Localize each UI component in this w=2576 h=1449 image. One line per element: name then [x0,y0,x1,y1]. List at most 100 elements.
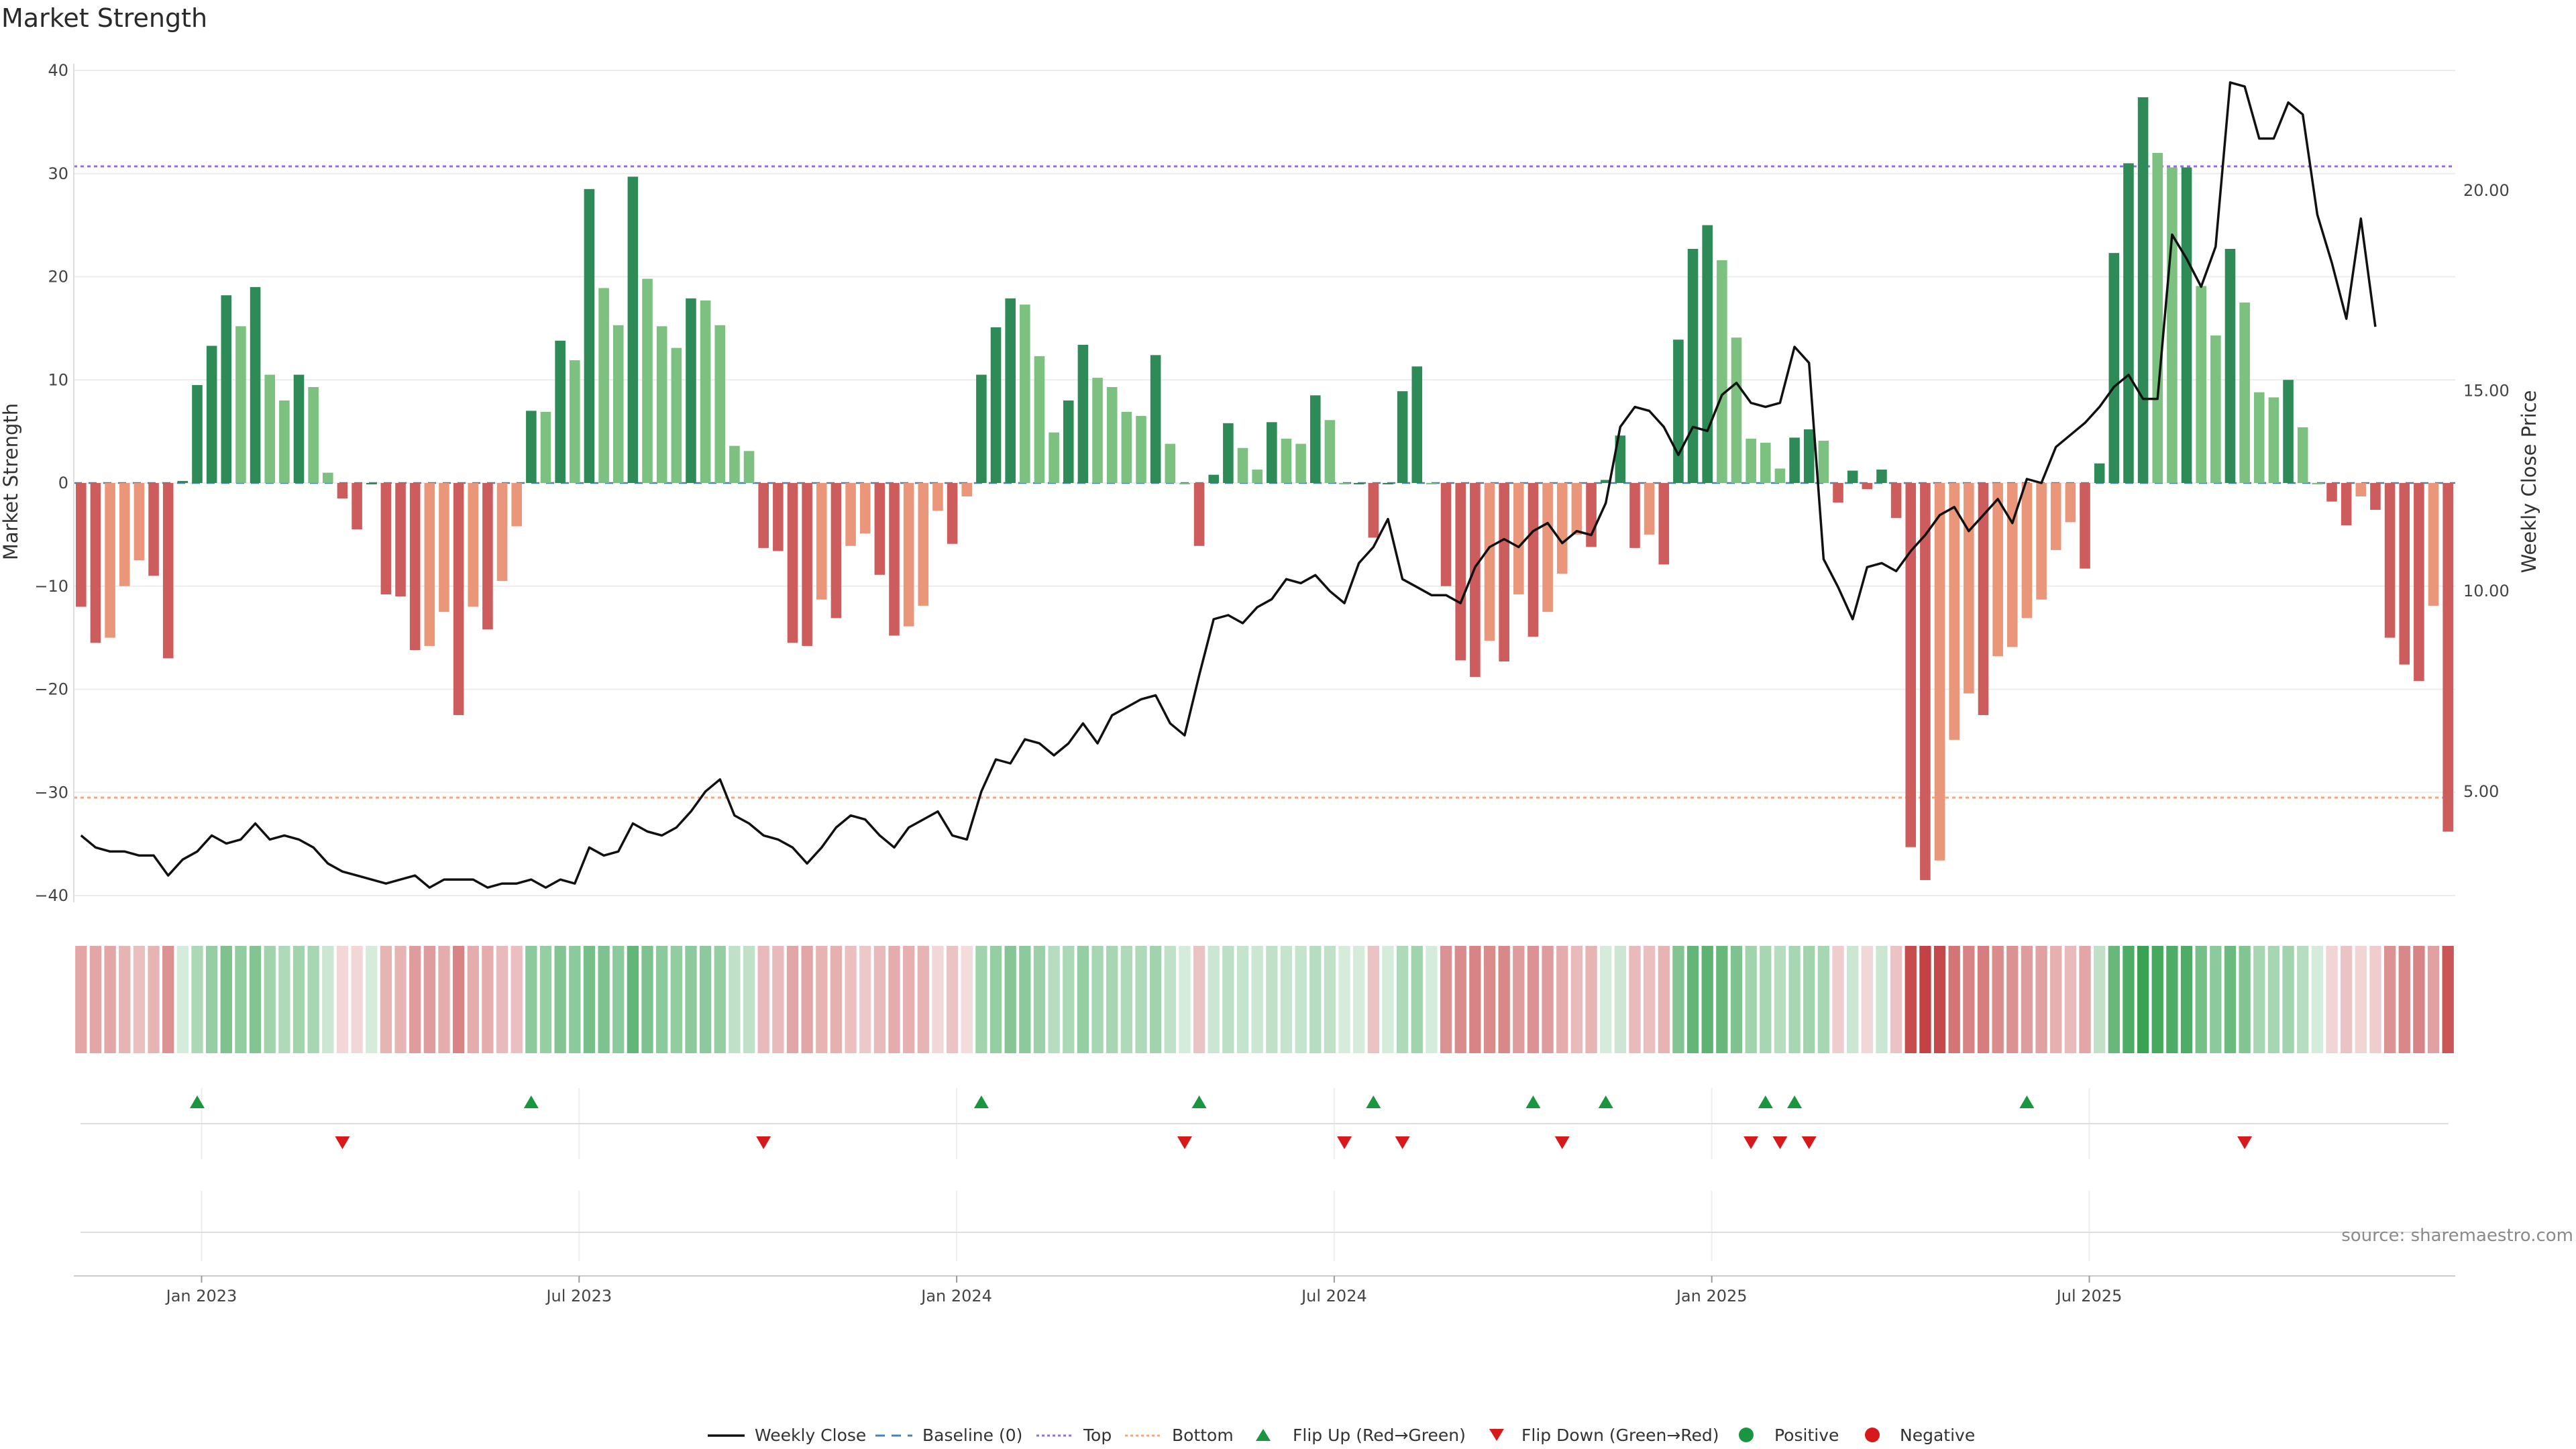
strength-bar [1005,298,1016,483]
y2-tick-label: 20.00 [2463,181,2510,200]
y2-tick-label: 15.00 [2463,382,2510,400]
strength-bar [264,374,276,483]
strength-bar [2167,167,2178,483]
heat-cell [1745,946,1757,1053]
strength-bar [1499,483,1509,661]
heat-cell [220,946,232,1053]
heat-cell [1716,946,1728,1053]
strength-bar [468,483,479,607]
heat-cell [917,946,929,1053]
heat-cell [2413,946,2425,1053]
heat-cell [104,946,116,1053]
strength-bar [1193,483,1205,546]
x-tick-label: Jul 2024 [1300,1287,1367,1305]
strength-bar [1150,355,1161,483]
x-tick-label: Jul 2025 [2055,1287,2123,1305]
heat-cell [1513,946,1525,1053]
heat-cell [1004,946,1016,1053]
strength-bar [148,483,159,576]
strength-bar [1571,483,1582,535]
strength-bar [1920,483,1931,880]
heat-cell [946,946,959,1053]
strength-bar [250,286,261,483]
heat-cell [1077,946,1089,1053]
heat-cell [1483,946,1496,1053]
strength-bar [323,472,333,483]
strength-bar [1484,483,1495,641]
strength-bar [105,483,115,638]
heat-cell [525,946,537,1053]
heat-cell [1309,946,1322,1053]
strength-bar [2036,483,2047,600]
strength-bar [395,483,406,597]
flip-down-marker [1743,1136,1759,1149]
flip-down-marker [335,1136,350,1149]
heat-cell [2297,946,2309,1053]
strength-bar [598,288,609,483]
strength-bar [1978,483,1989,715]
flip-markers-panel [80,1088,2449,1159]
heat-cell [816,946,828,1053]
heat-cell [1019,946,1031,1053]
strength-bar [714,325,726,483]
heat-cell [975,946,987,1053]
strength-bar [192,384,203,483]
heat-cell [2210,946,2222,1053]
heat-cell [89,946,102,1053]
heat-cell [2369,946,2381,1053]
heat-cell [569,946,581,1053]
heat-cell [1643,946,1656,1053]
heat-cell [438,946,450,1053]
strength-bar [570,360,580,483]
heat-cell [2267,946,2280,1053]
heat-cell [1817,946,1830,1053]
strength-bar [337,483,348,499]
strength-bar [1934,483,1945,861]
heat-cell [1193,946,1205,1053]
strength-bar [162,483,174,659]
heat-cell [467,946,479,1053]
y-tick-label: 40 [48,61,68,80]
strength-bar [1411,366,1423,483]
strength-bar [2210,335,2221,483]
strength-bar [352,483,362,530]
heat-cell [2094,946,2106,1053]
strength-bar [1179,483,1190,484]
heat-cell [278,946,290,1053]
strength-bar [2312,483,2323,484]
strength-bar [1992,483,2003,657]
y-tick-label: 20 [48,268,68,286]
strength-bar [671,347,682,483]
heat-cell [1701,946,1713,1053]
flip-down-marker [1801,1136,1817,1149]
strength-bar [1789,437,1800,483]
strength-bar [76,483,87,607]
heat-cell [685,946,697,1053]
strength-bar [206,345,217,483]
x-tick-label: Jan 2024 [920,1287,992,1305]
heat-cell [1135,946,1147,1053]
y-tick-label: −30 [34,783,68,802]
legend-label: Flip Down (Green→Red) [1521,1426,1719,1445]
y-tick-label: −10 [34,577,68,596]
x-tick-label: Jan 2025 [1675,1287,1748,1305]
strength-bar [2108,253,2120,483]
strength-bar [816,483,827,600]
heat-cell [1629,946,1641,1053]
strength-bar [1397,391,1408,483]
heat-cell [743,946,755,1053]
heat-cell [380,946,392,1053]
heat-cell [2166,946,2178,1053]
heat-cell [2108,946,2120,1053]
strength-bar [1455,483,1466,661]
heat-cell [888,946,900,1053]
heat-cell [1367,946,1380,1053]
strength-bar [1803,429,1815,483]
strength-bar [2428,483,2439,606]
strength-bar [1426,483,1437,484]
heat-cell [2050,946,2062,1053]
heat-cell [598,946,610,1053]
heat-cell [1063,946,1075,1053]
heat-cell [1382,946,1394,1053]
